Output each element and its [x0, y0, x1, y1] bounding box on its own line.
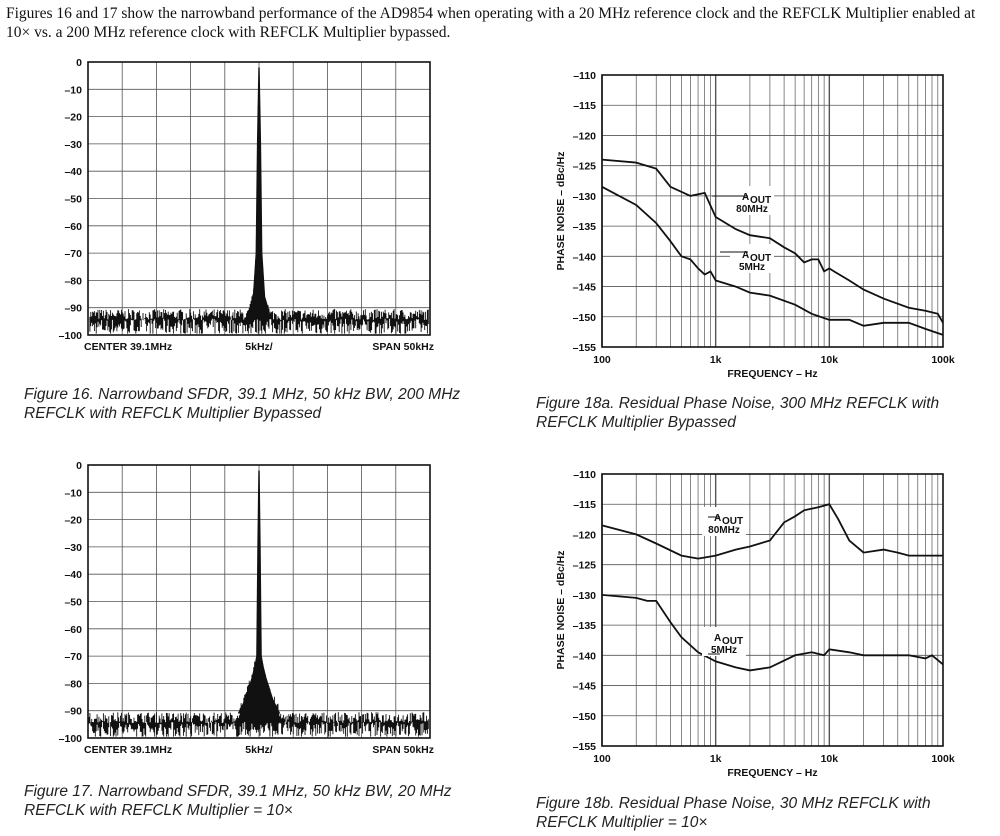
annotation-bg [730, 186, 774, 215]
y-tick-label: –90 [64, 706, 82, 718]
series-annotation-a: A [742, 250, 749, 261]
y-tick-label: –50 [64, 194, 82, 206]
x-tick-label: 1k [710, 753, 722, 765]
x-label-span: SPAN 50kHz [372, 744, 434, 756]
x-label-div: 5kHz/ [245, 341, 273, 353]
y-tick-label: –155 [573, 741, 597, 753]
x-tick-label: 100 [593, 354, 611, 366]
y-tick-label: –50 [64, 597, 82, 609]
x-label-span: SPAN 50kHz [372, 341, 434, 353]
y-tick-label: –60 [64, 221, 82, 233]
annotation-bg [730, 244, 774, 273]
x-tick-label: 1k [710, 354, 722, 366]
plot-frame [87, 464, 431, 739]
annotation-bg [702, 627, 746, 656]
y-tick-label: –40 [64, 569, 82, 581]
y-tick-label: –145 [573, 282, 597, 294]
x-tick-label: 10k [821, 354, 839, 366]
series-annotation-a: A [714, 513, 721, 524]
y-tick-label: –110 [573, 469, 596, 481]
noise-floor-trace [88, 473, 429, 737]
y-tick-label: –155 [573, 342, 597, 354]
y-tick-label: –140 [573, 650, 597, 662]
caption-fig17: Figure 17. Narrowband SFDR, 39.1 MHz, 50… [24, 783, 452, 819]
y-tick-label: –80 [64, 275, 82, 287]
y-tick-label: –135 [573, 620, 597, 632]
plot-frame [87, 61, 431, 336]
carrier-peak [248, 67, 270, 314]
annotation-bg [702, 507, 746, 536]
x-tick-label: 100k [931, 753, 955, 765]
y-axis-label: PHASE NOISE – dBc/Hz [555, 151, 567, 270]
y-tick-label: –100 [59, 330, 83, 342]
y-tick-label: –140 [573, 251, 597, 263]
series-annotation-freq: 80MHz [708, 525, 740, 536]
x-axis-label: FREQUENCY – Hz [727, 767, 817, 779]
y-tick-label: –150 [573, 312, 597, 324]
y-tick-label: –110 [573, 70, 596, 82]
series-annotation-sub: OUT [722, 636, 743, 647]
series-annotation-freq: 80MHz [736, 204, 768, 215]
y-tick-label: –20 [64, 515, 82, 527]
plot-frame [601, 473, 944, 747]
series-annotation-sub: OUT [722, 516, 743, 527]
y-tick-label: 0 [76, 460, 82, 472]
y-tick-label: –10 [64, 487, 82, 499]
carrier-peak [237, 470, 281, 714]
series-line-0 [601, 503, 943, 560]
y-tick-label: –10 [64, 84, 82, 96]
intro-paragraph: Figures 16 and 17 show the narrowband pe… [6, 5, 976, 41]
y-tick-label: –90 [64, 303, 82, 315]
series-annotation-freq: 5MHz [711, 645, 737, 656]
y-tick-label: –100 [59, 733, 83, 745]
y-tick-label: –40 [64, 166, 82, 178]
caption-fig18a: Figure 18a. Residual Phase Noise, 300 MH… [536, 395, 940, 431]
x-label-div: 5kHz/ [245, 744, 273, 756]
series-annotation-a: A [714, 633, 721, 644]
caption-fig16: Figure 16. Narrowband SFDR, 39.1 MHz, 50… [24, 386, 461, 422]
y-tick-label: –80 [64, 678, 82, 690]
series-annotation-sub: OUT [750, 253, 771, 264]
y-axis-label: PHASE NOISE – dBc/Hz [555, 550, 567, 669]
noise-floor-trace [88, 76, 429, 334]
series-annotation-freq: 5MHz [739, 262, 765, 273]
series-line-1 [601, 186, 944, 336]
y-tick-label: –115 [573, 499, 596, 511]
series-line-0 [601, 158, 944, 324]
y-tick-label: –125 [573, 161, 597, 173]
x-label-center: CENTER 39.1MHz [84, 744, 172, 756]
x-tick-label: 100k [931, 354, 955, 366]
x-tick-label: 10k [821, 753, 839, 765]
x-tick-label: 100 [593, 753, 611, 765]
y-tick-label: –60 [64, 624, 82, 636]
y-tick-label: –70 [64, 248, 82, 260]
y-tick-label: –130 [573, 590, 597, 602]
caption-fig18b: Figure 18b. Residual Phase Noise, 30 MHz… [536, 795, 931, 831]
y-tick-label: –120 [573, 529, 597, 541]
y-tick-label: –120 [573, 130, 597, 142]
y-tick-label: –125 [573, 560, 597, 572]
series-annotation-a: A [742, 192, 749, 203]
x-axis-label: FREQUENCY – Hz [727, 368, 817, 380]
y-tick-label: –135 [573, 221, 597, 233]
y-tick-label: –20 [64, 112, 82, 124]
y-tick-label: –130 [573, 191, 597, 203]
plot-frame [601, 74, 944, 348]
y-tick-label: –150 [573, 711, 597, 723]
series-annotation-sub: OUT [750, 195, 771, 206]
y-tick-label: 0 [76, 57, 82, 69]
series-line-1 [601, 594, 944, 672]
y-tick-label: –115 [573, 100, 596, 112]
x-label-center: CENTER 39.1MHz [84, 341, 172, 353]
y-tick-label: –70 [64, 651, 82, 663]
y-tick-label: –30 [64, 542, 82, 554]
y-tick-label: –30 [64, 139, 82, 151]
y-tick-label: –145 [573, 681, 597, 693]
